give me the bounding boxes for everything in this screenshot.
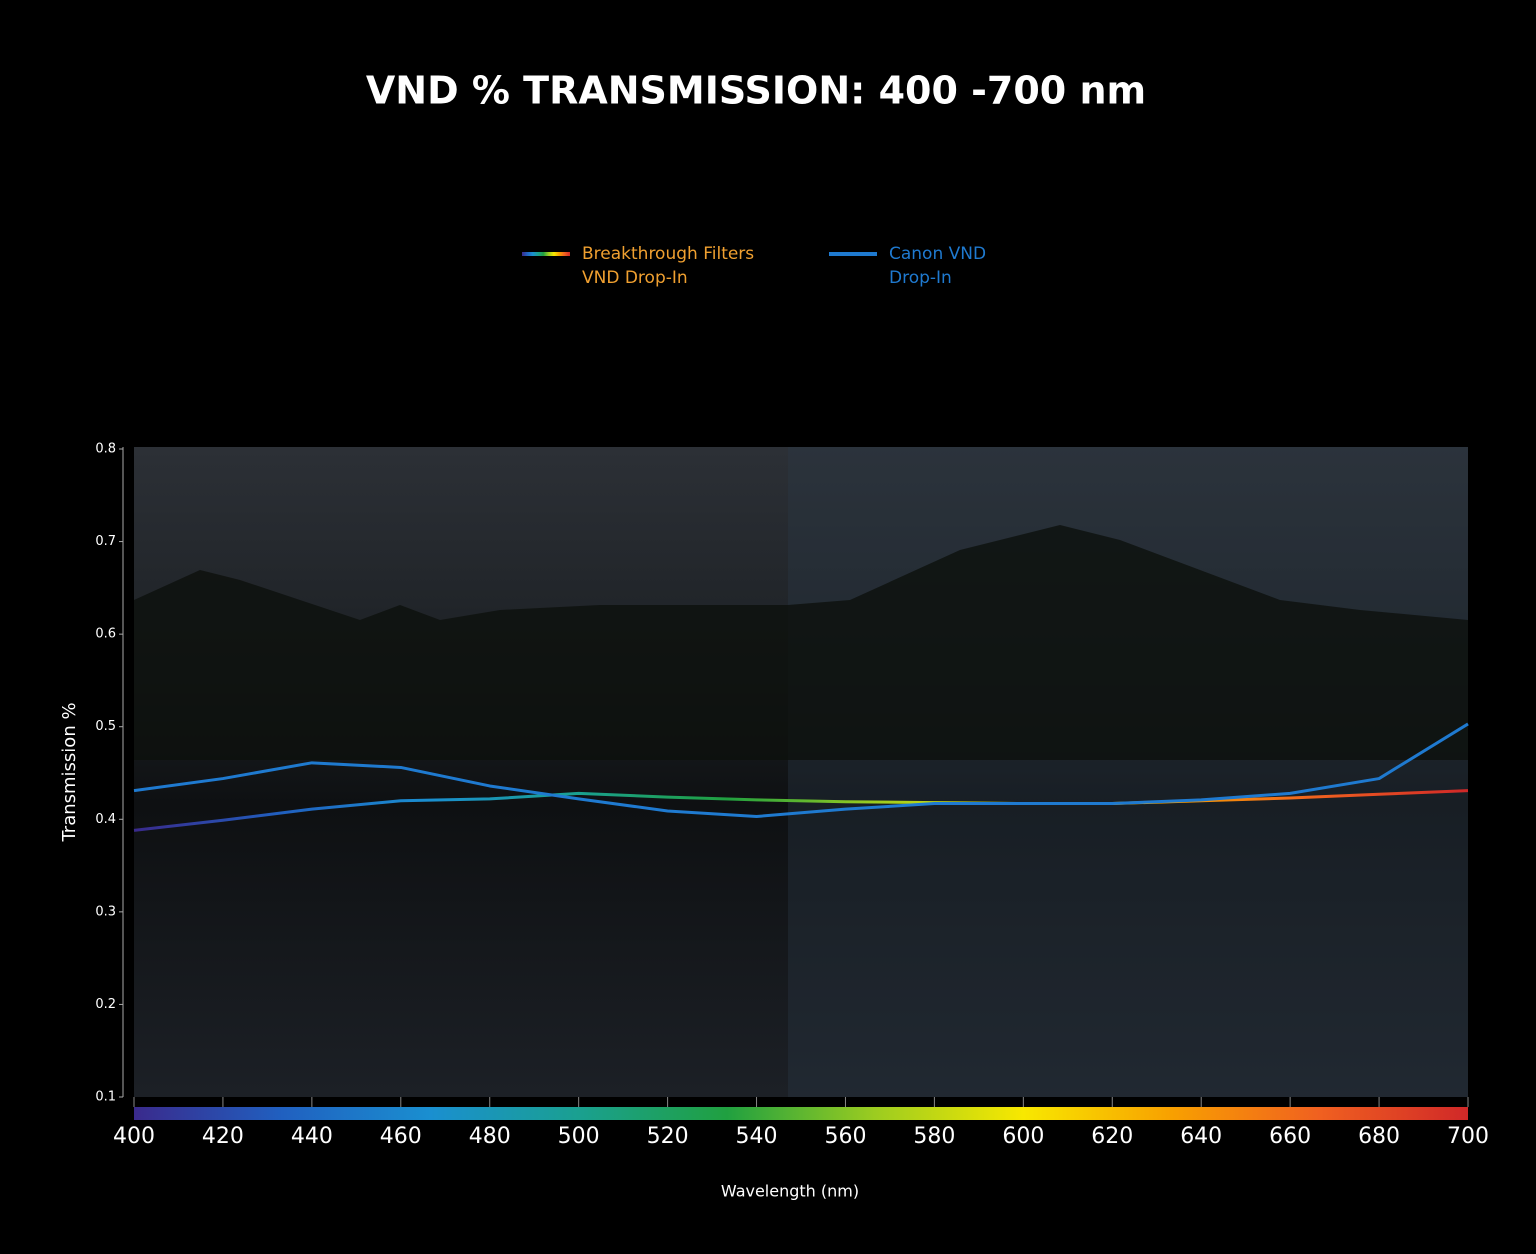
x-tick-label: 700 xyxy=(1447,1124,1489,1149)
x-tick-label: 500 xyxy=(558,1124,600,1149)
y-tick-label: 0.6 xyxy=(95,627,116,642)
x-tick-label: 460 xyxy=(380,1124,422,1149)
series-line xyxy=(133,722,1469,819)
x-tick-label: 660 xyxy=(1269,1124,1311,1149)
y-tick-label: 0.8 xyxy=(95,442,116,457)
y-tick-label: 0.3 xyxy=(95,904,116,919)
series-line xyxy=(133,789,1469,832)
y-tick-label: 0.4 xyxy=(95,812,116,827)
x-tick-label: 560 xyxy=(824,1124,866,1149)
x-tick-label: 540 xyxy=(736,1124,778,1149)
y-axis-label: Transmission % xyxy=(59,702,80,842)
x-tick-label: 680 xyxy=(1358,1124,1400,1149)
chart-title: VND % TRANSMISSION: 400 -700 nm xyxy=(366,69,1146,113)
forest xyxy=(134,525,1468,760)
x-tick-label: 480 xyxy=(469,1124,511,1149)
legend-label: Canon VND Drop-In xyxy=(889,244,987,288)
y-tick-label: 0.1 xyxy=(95,1090,116,1105)
x-tick-label: 580 xyxy=(913,1124,955,1149)
y-tick-label: 0.7 xyxy=(95,534,116,549)
x-tick-label: 520 xyxy=(647,1124,689,1149)
spectrum-bar xyxy=(134,1107,1468,1120)
y-tick-label: 0.5 xyxy=(95,719,116,734)
background-photo xyxy=(134,447,1468,1097)
x-tick-label: 420 xyxy=(202,1124,244,1149)
x-tick-label: 620 xyxy=(1091,1124,1133,1149)
x-tick-label: 440 xyxy=(291,1124,333,1149)
x-tick-label: 400 xyxy=(113,1124,155,1149)
x-tick-label: 640 xyxy=(1180,1124,1222,1149)
y-tick-label: 0.2 xyxy=(95,997,116,1012)
x-tick-label: 600 xyxy=(1002,1124,1044,1149)
x-axis-label: Wavelength (nm) xyxy=(721,1182,859,1201)
legend-label: Breakthrough Filters VND Drop-In xyxy=(582,244,755,288)
